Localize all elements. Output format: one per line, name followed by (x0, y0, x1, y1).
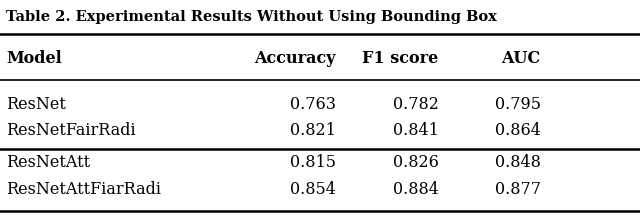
Text: 0.763: 0.763 (290, 96, 336, 113)
Text: ResNetAtt: ResNetAtt (6, 154, 90, 171)
Text: ResNetAttFiarRadi: ResNetAttFiarRadi (6, 181, 161, 198)
Text: 0.854: 0.854 (290, 181, 336, 198)
Text: 0.826: 0.826 (392, 154, 438, 171)
Text: 0.864: 0.864 (495, 122, 541, 139)
Text: 0.841: 0.841 (392, 122, 438, 139)
Text: F1 score: F1 score (362, 50, 438, 67)
Text: ResNetFairRadi: ResNetFairRadi (6, 122, 136, 139)
Text: 0.821: 0.821 (290, 122, 336, 139)
Text: 0.848: 0.848 (495, 154, 541, 171)
Text: 0.877: 0.877 (495, 181, 541, 198)
Text: 0.884: 0.884 (392, 181, 438, 198)
Text: 0.782: 0.782 (392, 96, 438, 113)
Text: 0.815: 0.815 (290, 154, 336, 171)
Text: ResNet: ResNet (6, 96, 67, 113)
Text: Accuracy: Accuracy (255, 50, 336, 67)
Text: AUC: AUC (502, 50, 541, 67)
Text: Table 2. Experimental Results Without Using Bounding Box: Table 2. Experimental Results Without Us… (6, 10, 497, 24)
Text: Model: Model (6, 50, 62, 67)
Text: 0.795: 0.795 (495, 96, 541, 113)
